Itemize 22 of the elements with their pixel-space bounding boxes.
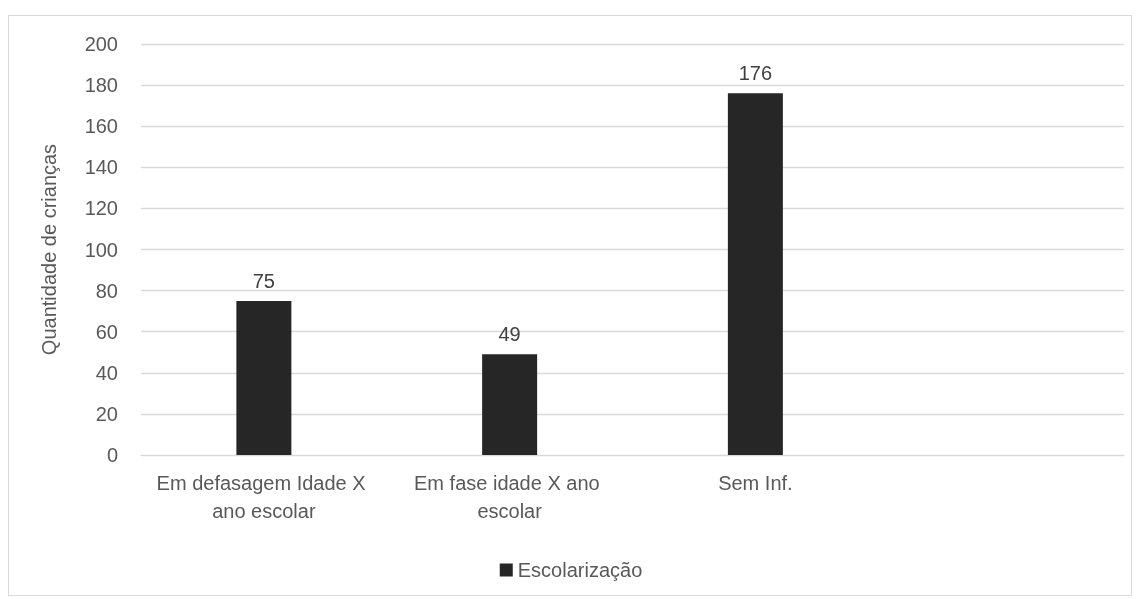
- y-tick-label: 20: [95, 402, 118, 425]
- legend-label: Escolarização: [517, 559, 643, 581]
- y-tick-label: 60: [95, 320, 118, 343]
- data-label: 75: [252, 269, 275, 292]
- y-tick-label: 160: [84, 115, 118, 138]
- bar: [236, 300, 292, 455]
- data-label: 176: [738, 62, 773, 85]
- y-axis-title: Quantidade de crianças: [38, 143, 60, 356]
- y-tick-label: 200: [84, 33, 118, 55]
- y-tick-label: 0: [106, 444, 118, 466]
- x-tick-label: Em fase idade X ano escolar: [414, 472, 606, 522]
- y-tick-label: 180: [84, 74, 118, 97]
- y-tick-label: 140: [84, 156, 118, 179]
- y-tick-label: 100: [84, 238, 118, 261]
- x-tick-label: Em defasagem Idade X ano escolar: [156, 472, 372, 522]
- bar: [727, 93, 783, 455]
- y-tick-label: 40: [95, 361, 118, 384]
- x-tick-label: Sem Inf.: [718, 472, 793, 494]
- y-tick-label: 120: [84, 197, 118, 220]
- bar: [482, 354, 538, 455]
- y-tick-label: 80: [95, 279, 118, 302]
- data-label: 49: [498, 323, 521, 346]
